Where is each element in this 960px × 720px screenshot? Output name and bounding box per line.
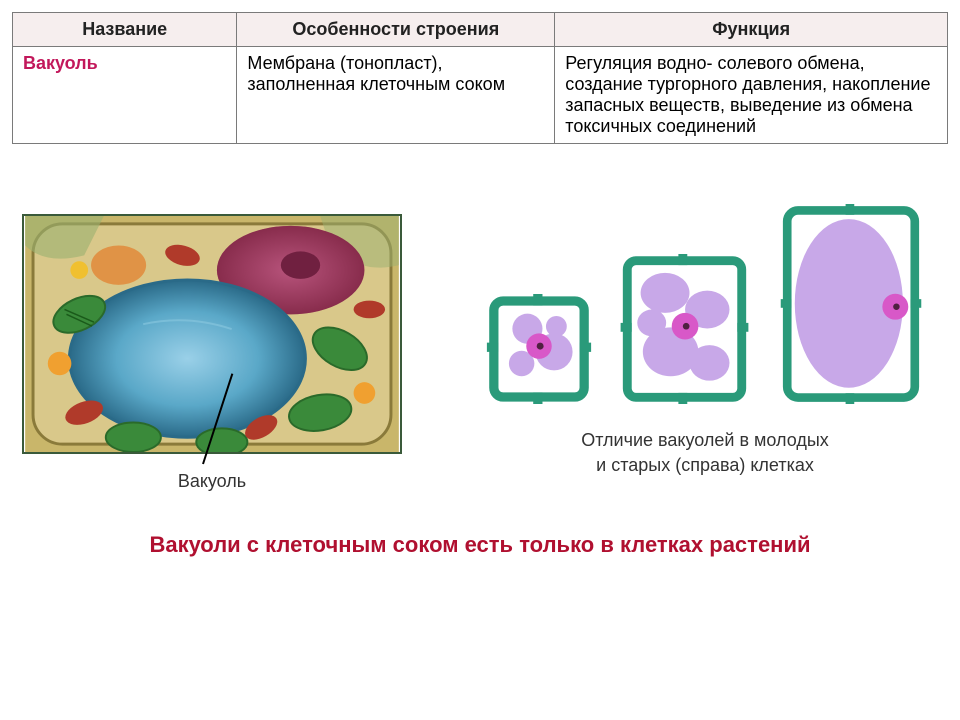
cell-medium <box>617 254 752 404</box>
cell-old <box>776 204 926 404</box>
right-caption-l2: и старых (справа) клетках <box>596 455 814 475</box>
right-caption: Отличие вакуолей в молодых и старых (спр… <box>462 428 948 478</box>
table-row: Вакуоль Мембрана (тонопласт), заполненна… <box>13 47 948 144</box>
col-function: Функция <box>555 13 948 47</box>
col-structure: Особенности строения <box>237 13 555 47</box>
plant-cell-diagram <box>22 214 402 454</box>
col-name: Название <box>13 13 237 47</box>
cell-name: Вакуоль <box>13 47 237 144</box>
bottom-statement: Вакуоли с клеточным соком есть только в … <box>12 532 948 558</box>
left-caption: Вакуоль <box>12 471 412 492</box>
cell-function: Регуляция водно- солевого обмена, создан… <box>555 47 948 144</box>
figures-row: Вакуоль <box>12 214 948 492</box>
left-figure: Вакуоль <box>12 214 412 492</box>
organelle-table: Название Особенности строения Функция Ва… <box>12 12 948 144</box>
vacuole-stages <box>462 214 948 404</box>
cell-structure: Мембрана (тонопласт), заполненная клеточ… <box>237 47 555 144</box>
right-caption-l1: Отличие вакуолей в молодых <box>581 430 829 450</box>
right-figure: Отличие вакуолей в молодых и старых (спр… <box>462 214 948 478</box>
cell-young <box>484 294 594 404</box>
